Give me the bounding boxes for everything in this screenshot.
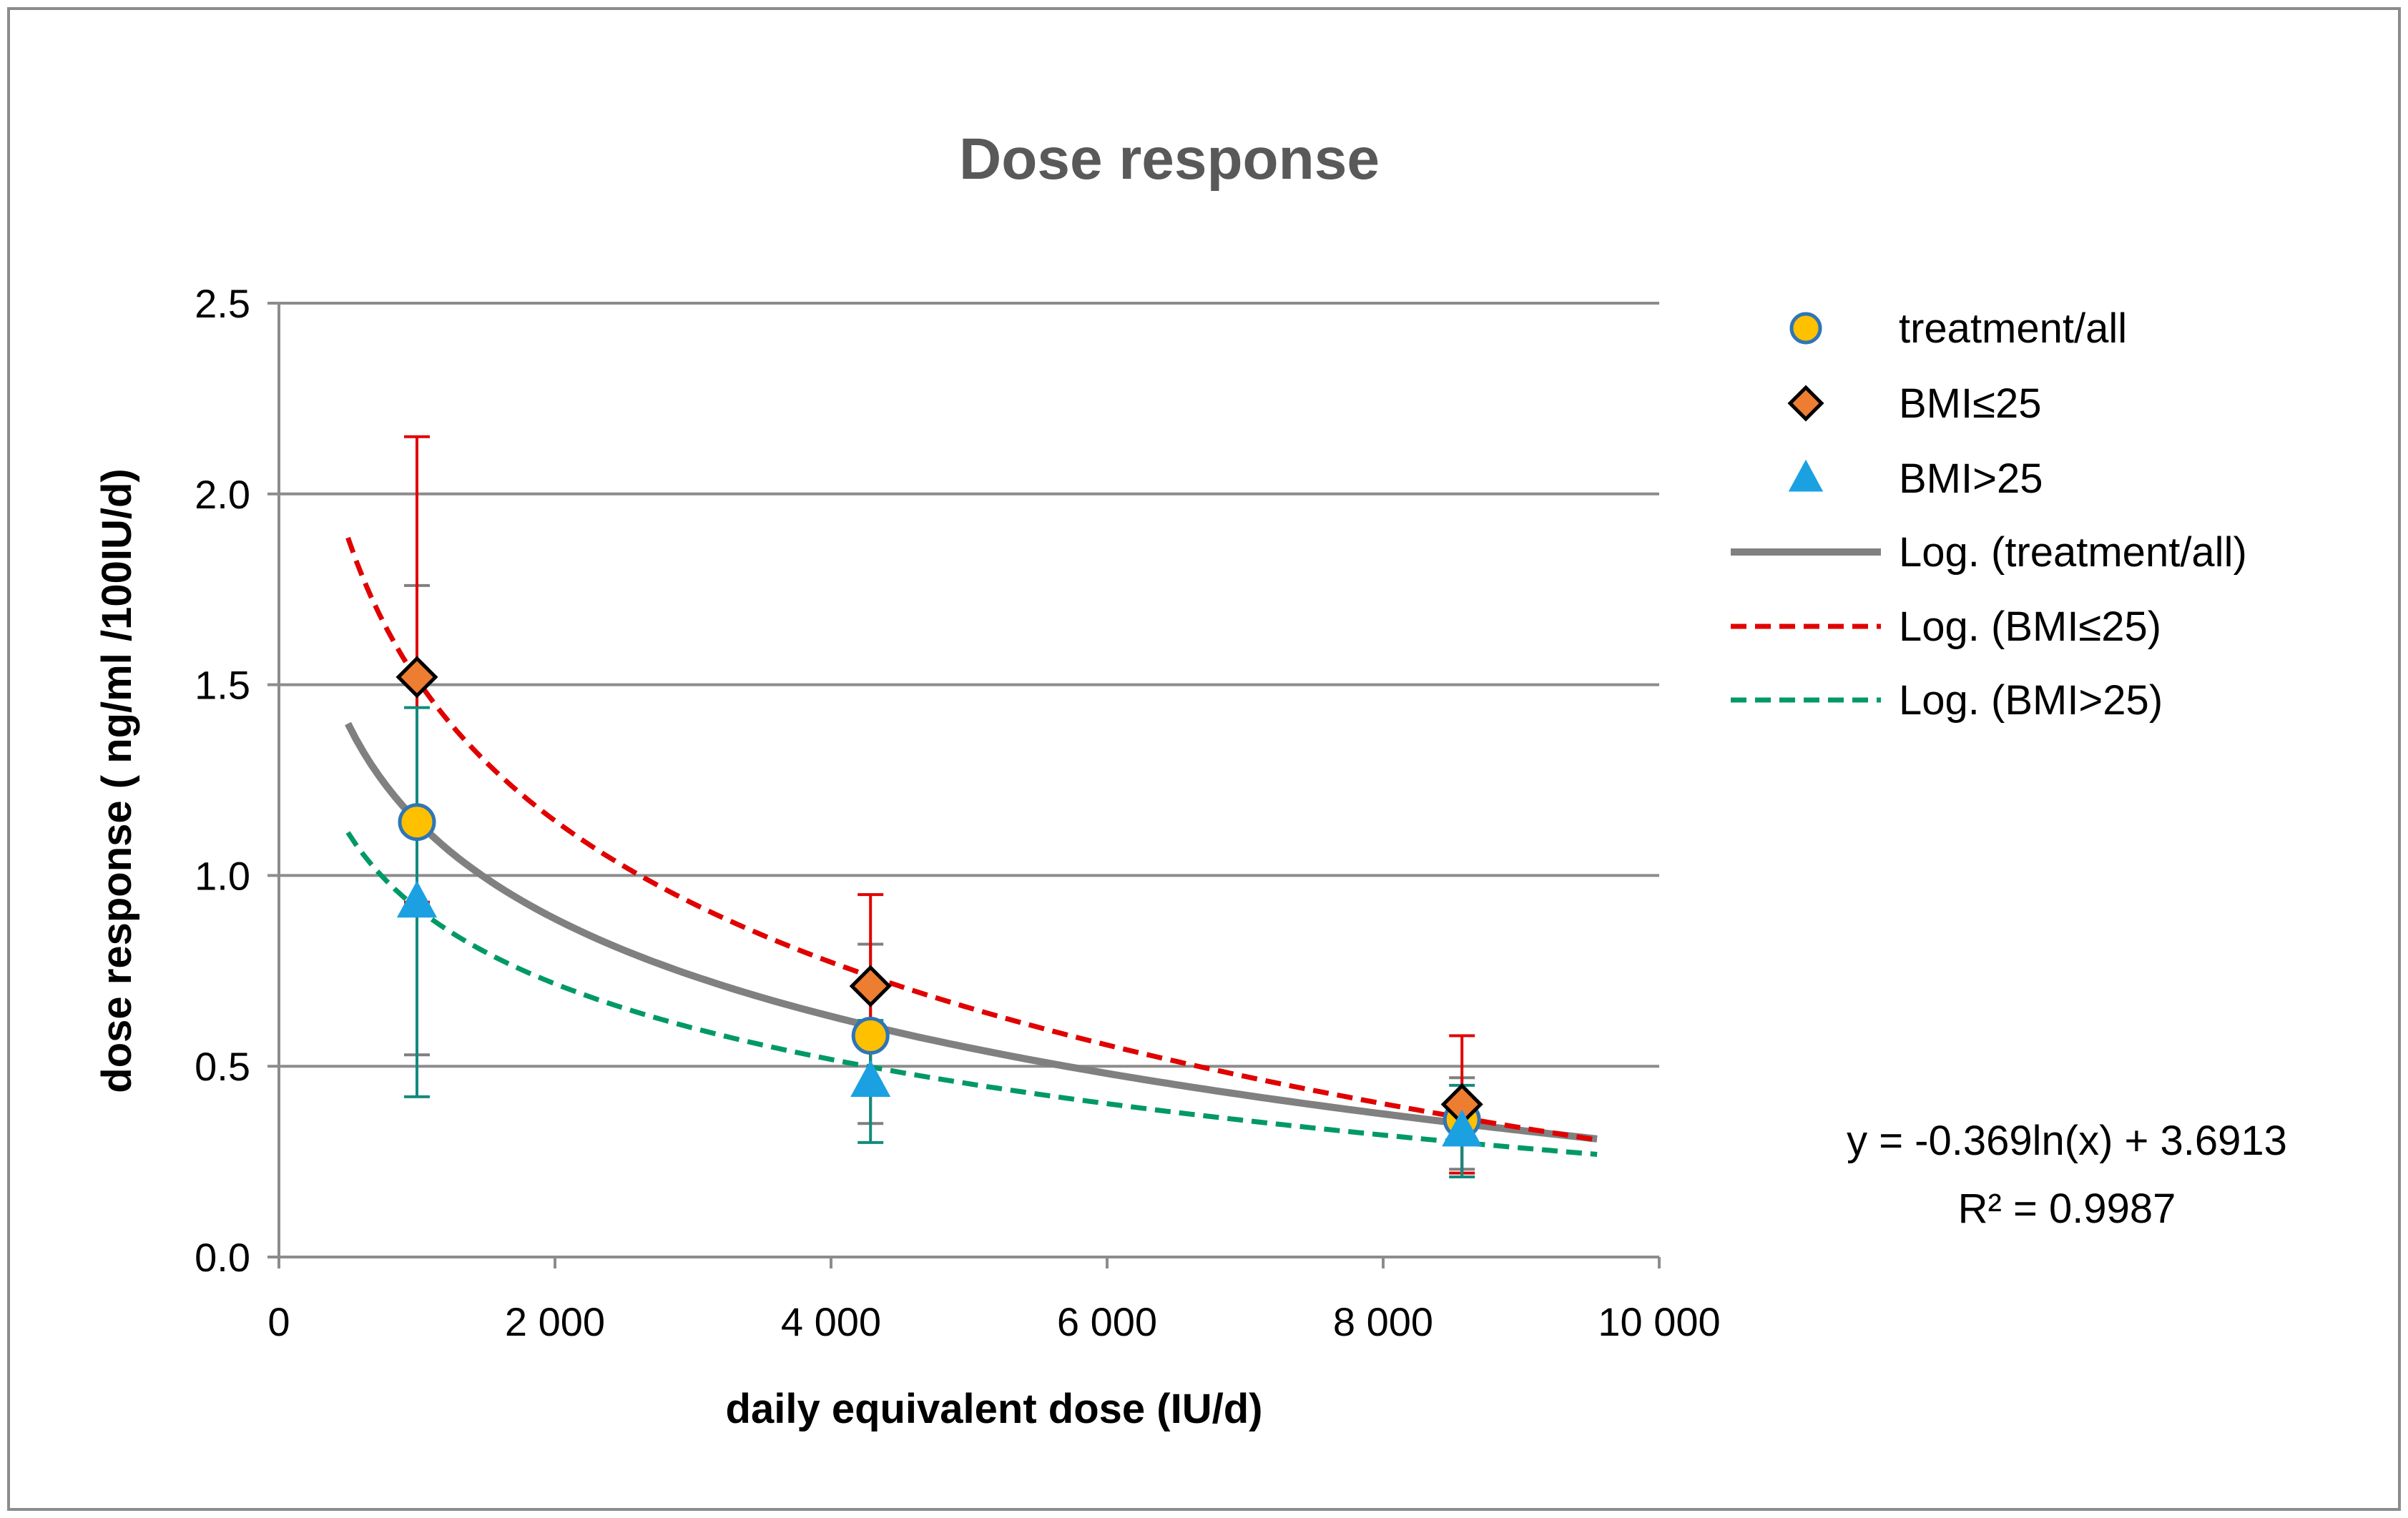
x-axis-title: daily equivalent dose (IU/d) — [726, 1386, 1263, 1432]
point-diamond-1 — [395, 656, 438, 699]
legend-label: treatment/all — [1899, 305, 2127, 352]
legend-label: BMI≤25 — [1899, 380, 2041, 427]
point-circle-0 — [851, 1017, 890, 1055]
legend-label: Log. (treatment/all) — [1899, 529, 2247, 576]
y-tick-label: 0.0 — [195, 1235, 250, 1280]
y-tick-label: 2.5 — [195, 281, 250, 326]
x-tick-label: 8 000 — [1333, 1299, 1433, 1344]
r-squared: R² = 0.9987 — [1958, 1186, 2176, 1232]
x-tick-label: 2 000 — [505, 1299, 605, 1344]
legend-marker-diamond — [1787, 385, 1824, 422]
trendline-0 — [345, 721, 1598, 1143]
legend: treatment/all BMI≤25 BMI>25 Log. (treatment… — [1731, 305, 2247, 724]
point-circle-0 — [398, 803, 436, 842]
point-triangle-2 — [396, 880, 438, 918]
point-diamond-1 — [849, 965, 892, 1007]
y-tick-label: 1.0 — [195, 853, 250, 898]
x-tick-label: 6 000 — [1057, 1299, 1157, 1344]
axes — [267, 302, 1661, 1268]
y-tick-label: 1.5 — [195, 663, 250, 708]
x-tick-label: 4 000 — [781, 1299, 881, 1344]
legend-label: Log. (BMI≤25) — [1899, 603, 2161, 650]
legend-marker-circle — [1789, 312, 1822, 345]
x-tick-label: 0 — [267, 1299, 290, 1344]
tick-labels: 0.0 0.5 1.0 1.5 2.0 2.5 0 2 000 4 000 6 000 8 000 1… — [195, 281, 1721, 1344]
data-points — [395, 656, 1483, 1147]
chart-title: Dose response — [959, 127, 1380, 192]
point-triangle-2 — [1442, 1109, 1483, 1147]
legend-label: Log. (BMI>25) — [1899, 677, 2163, 724]
y-tick-label: 0.5 — [195, 1044, 250, 1089]
chart-frame — [7, 7, 2401, 1511]
trendline-1 — [345, 536, 1598, 1143]
x-tick-label: 10 000 — [1598, 1299, 1720, 1344]
legend-label: BMI>25 — [1899, 455, 2043, 502]
y-tick-label: 2.0 — [195, 472, 250, 517]
point-triangle-2 — [850, 1060, 891, 1098]
trendline-2 — [345, 831, 1598, 1157]
trend-equation: y = -0.369ln(x) + 3.6913 — [1847, 1118, 2287, 1164]
y-axis-title: dose response ( ng/ml /100IU/d) — [94, 468, 140, 1093]
legend-marker-triangle — [1788, 459, 1824, 492]
trendlines — [345, 536, 1598, 1157]
